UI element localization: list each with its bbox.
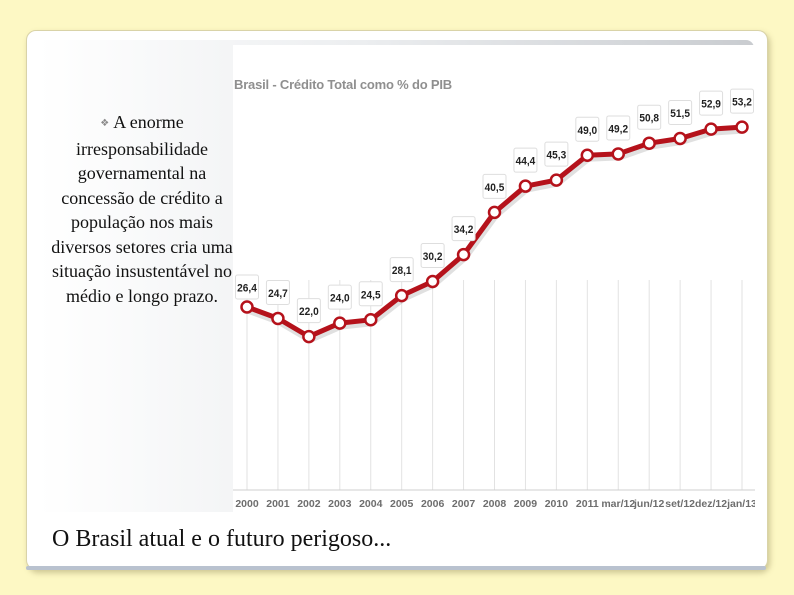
data-label-box	[420, 243, 445, 269]
x-tick-label: jan/13	[726, 498, 755, 510]
data-label-box	[637, 104, 662, 130]
data-label-box	[699, 90, 724, 116]
data-point	[580, 148, 595, 163]
data-point	[364, 313, 378, 327]
data-label: 44,4	[516, 155, 536, 167]
data-point	[394, 288, 409, 303]
slide-title: O Brasil atual e o futuro perigoso...	[52, 526, 392, 552]
data-point	[704, 122, 718, 136]
data-point	[333, 316, 347, 330]
x-tick-label: 2007	[452, 498, 476, 510]
x-tick-label: 2010	[545, 498, 569, 510]
data-point	[642, 136, 656, 150]
data-label-box	[668, 100, 693, 125]
data-label-box	[513, 147, 538, 173]
x-tick-label: 2000	[235, 498, 259, 510]
data-label: 24,5	[361, 289, 381, 301]
data-point	[735, 120, 749, 134]
data-label-box	[389, 257, 414, 283]
data-label: 26,4	[237, 282, 257, 294]
data-label-box	[482, 173, 507, 199]
data-label: 51,5	[670, 108, 690, 120]
data-label: 45,3	[547, 149, 567, 161]
data-label-box	[451, 216, 476, 242]
data-point	[456, 247, 471, 262]
data-label-box	[358, 281, 383, 307]
data-label: 34,2	[454, 224, 474, 236]
data-label-box	[296, 298, 321, 324]
series-line-shadow	[246, 126, 744, 344]
data-point	[302, 329, 316, 344]
chart-area: Brasil - Crédito Total como % do PIB 26,…	[233, 45, 755, 513]
data-label: 24,7	[268, 288, 288, 300]
data-label: 49,0	[577, 124, 597, 136]
data-point	[673, 131, 687, 146]
bullet-text-block: ❖ A enorme irresponsabilidade governament…	[44, 110, 240, 308]
data-label: 49,2	[608, 123, 628, 135]
x-tick-label: 2009	[514, 498, 538, 510]
data-point	[487, 205, 502, 220]
data-label: 50,8	[639, 112, 659, 124]
x-tick-label: 2011	[576, 498, 599, 510]
x-tick-label: 2004	[359, 498, 383, 510]
x-tick-label: set/12	[665, 498, 695, 510]
data-label-box	[265, 279, 290, 305]
data-label: 53,2	[732, 96, 752, 108]
data-label: 52,9	[701, 98, 721, 110]
data-label: 40,5	[485, 181, 505, 193]
data-label-box	[575, 116, 600, 142]
x-tick-label: 2005	[390, 498, 414, 510]
data-point	[611, 147, 625, 161]
data-point	[240, 300, 254, 314]
data-point	[549, 173, 564, 187]
x-tick-label: dez/12	[695, 498, 727, 510]
x-tick-label: 2003	[328, 498, 352, 510]
data-label-box	[606, 115, 631, 141]
data-point	[425, 274, 440, 289]
data-point	[518, 179, 533, 193]
chart-title: Brasil - Crédito Total como % do PIB	[234, 77, 452, 92]
data-label-box	[327, 284, 352, 310]
data-label: 24,0	[330, 292, 350, 304]
bottom-rule	[26, 566, 766, 570]
bullet-text: A enorme irresponsabilidade governamenta…	[51, 112, 233, 306]
data-label: 28,1	[392, 265, 412, 277]
x-tick-label: 2002	[297, 498, 321, 510]
data-label-box	[730, 88, 754, 114]
data-label-box	[235, 274, 259, 300]
x-tick-label: jun/12	[633, 498, 665, 510]
data-label: 30,2	[423, 251, 443, 263]
x-tick-label: 2008	[483, 498, 507, 510]
line-chart: 26,4 24,7 22,0 24,0 24,5 28,1 30,2 34,2 40,5 44,4…	[233, 88, 755, 510]
bullet-icon: ❖	[100, 118, 110, 129]
data-label-box	[544, 141, 569, 167]
x-tick-label: mar/12	[601, 498, 635, 510]
x-tick-label: 2001	[266, 498, 290, 510]
data-point	[271, 311, 285, 326]
x-tick-label: 2006	[421, 498, 445, 510]
data-label: 22,0	[299, 306, 319, 318]
